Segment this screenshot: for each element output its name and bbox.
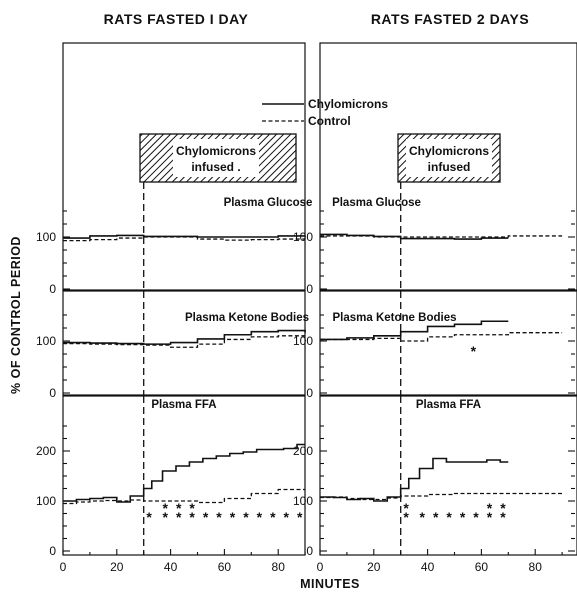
significance-star-right-ffa-7-1: * — [500, 500, 506, 516]
x-tick-label-left-ffa-80: 80 — [272, 560, 286, 574]
y-tick-label-left-ffa-100: 100 — [36, 494, 56, 508]
series-control-right-ketone-bodies — [320, 332, 563, 342]
significance-star-right-ffa-0-1: * — [403, 500, 409, 516]
panel-frame-left-ffa — [62, 395, 306, 556]
panel-frame-right-glucose — [319, 42, 577, 291]
y-tick-label-right-ffa-200: 200 — [293, 444, 313, 458]
legend: Chylomicrons Control — [262, 97, 388, 128]
x-tick-label-left-ffa-40: 40 — [164, 560, 178, 574]
y-tick-label-left-ketone-bodies-100: 100 — [36, 334, 56, 348]
series-chylomicrons-left-ffa — [63, 443, 306, 503]
significance-star-left-ffa-4-0: * — [203, 509, 209, 525]
infusion-box-left-line1: Chylomicrons — [176, 144, 256, 158]
infusion-box-right-line1: Chylomicrons — [409, 144, 489, 158]
significance-star-left-ffa-5-0: * — [216, 509, 222, 525]
y-axis-label: % OF CONTROL PERIOD — [9, 236, 23, 394]
series-chylomicrons-right-ffa — [320, 457, 509, 502]
column-title-left: RATS FASTED I DAY — [104, 11, 249, 27]
y-tick-label-right-ketone-bodies-0: 0 — [306, 386, 313, 400]
y-tick-label-left-glucose-100: 100 — [36, 230, 56, 244]
y-tick-label-right-ketone-bodies-100: 100 — [293, 334, 313, 348]
significance-star-right-ffa-6-1: * — [487, 500, 493, 516]
column-title-right: RATS FASTED 2 DAYS — [371, 11, 529, 27]
significance-star-left-ffa-1-0: * — [162, 509, 168, 525]
infusion-box-left-label-bg — [173, 139, 259, 177]
significance-star-left-ffa-7-0: * — [243, 509, 249, 525]
significance-star-left-ffa-3-1: * — [189, 500, 195, 516]
y-tick-label-right-ffa-0: 0 — [306, 544, 313, 558]
series-control-left-ffa — [63, 488, 306, 505]
x-tick-label-right-ffa-20: 20 — [367, 560, 381, 574]
infusion-box-right: Chylomicrons infused — [397, 133, 501, 183]
panel-title-left-glucose: Plasma Glucose — [224, 197, 313, 209]
significance-star-left-ffa-9-0: * — [270, 509, 276, 525]
significance-star-left-ffa-1-1: * — [162, 500, 168, 516]
chart-panels: Plasma Glucose 0 100 Plasma Ketone Bodies 0 1… — [36, 42, 577, 574]
y-tick-label-left-ffa-0: 0 — [49, 544, 56, 558]
significance-star-left-ffa-11-0: * — [297, 509, 303, 525]
y-tick-label-left-glucose-0: 0 — [49, 282, 56, 296]
panel-frame-right-ketone-bodies — [319, 290, 577, 396]
x-tick-label-right-ffa-60: 60 — [475, 560, 489, 574]
series-chylomicrons-right-glucose — [320, 233, 509, 240]
significance-star-left-ffa-2-1: * — [176, 500, 182, 516]
significance-star-left-ffa-2-0: * — [176, 509, 182, 525]
significance-star-left-ffa-8-0: * — [257, 509, 263, 525]
y-tick-label-left-ketone-bodies-0: 0 — [49, 386, 56, 400]
panel-title-left-ffa: Plasma FFA — [151, 399, 216, 411]
legend-label-chylomicrons: Chylomicrons — [308, 97, 388, 111]
significance-star-right-ffa-2-0: * — [433, 509, 439, 525]
significance-star-left-ffa-6-0: * — [230, 509, 236, 525]
infusion-box-right-line2: infused — [428, 160, 471, 174]
infusion-box-right-label-bg — [406, 139, 492, 177]
x-tick-label-left-ffa-0: 0 — [60, 560, 67, 574]
x-tick-label-right-ffa-40: 40 — [421, 560, 435, 574]
infusion-box-left: Chylomicrons infused . — [139, 133, 297, 183]
significance-star-right-ffa-4-0: * — [460, 509, 466, 525]
series-chylomicrons-left-ketone-bodies — [63, 329, 306, 345]
x-tick-label-right-ffa-80: 80 — [529, 560, 543, 574]
x-tick-label-left-ffa-60: 60 — [218, 560, 232, 574]
series-chylomicrons-right-ketone-bodies — [320, 320, 509, 341]
x-axis-label: MINUTES — [300, 577, 360, 591]
significance-star-right-ffa-6-0: * — [487, 509, 493, 525]
panel-frame-right-ffa — [319, 395, 577, 556]
panel-title-right-ketone-bodies: Plasma Ketone Bodies — [333, 312, 457, 324]
x-tick-label-right-ffa-0: 0 — [317, 560, 324, 574]
panel-title-right-glucose: Plasma Glucose — [332, 197, 421, 209]
series-control-right-ffa — [320, 492, 563, 501]
significance-star-right-ffa-1-0: * — [419, 509, 425, 525]
significance-star-right-ffa-3-0: * — [446, 509, 452, 525]
y-tick-label-right-ffa-100: 100 — [293, 494, 313, 508]
significance-star-left-ffa-3-0: * — [189, 509, 195, 525]
panel-title-right-ffa: Plasma FFA — [416, 399, 481, 411]
infusion-box-left-line2: infused . — [191, 160, 240, 174]
panel-frame-left-glucose — [62, 42, 306, 291]
significance-star-left-ffa-0-0: * — [146, 509, 152, 525]
significance-star-right-ffa-5-0: * — [473, 509, 479, 525]
series-control-left-ketone-bodies — [63, 335, 306, 348]
significance-star-left-ffa-10-0: * — [284, 509, 290, 525]
y-tick-label-right-glucose-0: 0 — [306, 282, 313, 296]
panel-title-left-ketone-bodies: Plasma Ketone Bodies — [185, 312, 309, 324]
x-tick-label-left-ffa-20: 20 — [110, 560, 124, 574]
significance-star-right-ffa-0-0: * — [403, 509, 409, 525]
y-tick-label-left-ffa-200: 200 — [36, 444, 56, 458]
significance-star-right-ketone-bodies-0-0: * — [471, 343, 477, 359]
significance-star-right-ffa-7-0: * — [500, 509, 506, 525]
series-control-right-glucose — [320, 235, 563, 238]
series-control-left-glucose — [63, 236, 306, 242]
y-tick-label-right-glucose-100: 100 — [293, 230, 313, 244]
legend-label-control: Control — [308, 114, 351, 128]
